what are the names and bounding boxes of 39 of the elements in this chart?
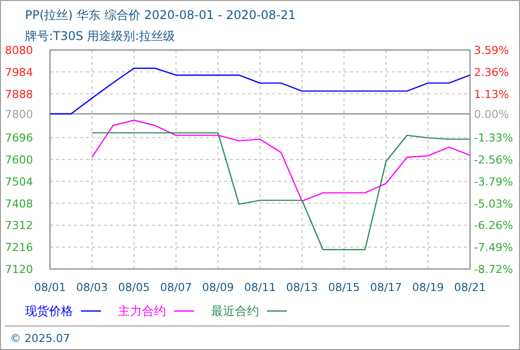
x-tick-label: 08/03 bbox=[76, 281, 108, 294]
x-tick-label: 08/11 bbox=[244, 281, 276, 294]
y-tick-label: 7504 bbox=[5, 175, 33, 188]
text: © 2025.07 bbox=[10, 332, 70, 345]
y2-tick-label: -6.26% bbox=[474, 219, 513, 232]
chart-subtitle: 牌号:T30S 用途级别:拉丝级 bbox=[25, 29, 176, 43]
y2-tick-label: 3.59% bbox=[474, 44, 509, 57]
y2-tick-label: -3.79% bbox=[474, 175, 513, 188]
y2-tick-label: 1.13% bbox=[474, 88, 509, 101]
y2-tick-label: -5.03% bbox=[474, 197, 513, 210]
x-tick-label: 08/01 bbox=[34, 281, 66, 294]
x-tick-label: 08/17 bbox=[370, 281, 402, 294]
y2-tick-label: 0.00% bbox=[474, 108, 509, 121]
x-tick-label: 08/07 bbox=[160, 281, 192, 294]
y2-tick-label: 2.36% bbox=[474, 66, 509, 79]
y-tick-label: 8080 bbox=[5, 44, 33, 57]
y-tick-label: 7600 bbox=[5, 154, 33, 166]
legend-label: 最近合约 bbox=[211, 304, 259, 318]
y2-tick-label: -7.49% bbox=[474, 241, 513, 254]
y-tick-label: 7120 bbox=[5, 263, 33, 276]
chart-title: PP(拉丝) 华东 综合价 2020-08-01 - 2020-08-21 bbox=[25, 8, 296, 22]
y2-tick-label: -1.33% bbox=[474, 132, 513, 145]
y-tick-label: 7408 bbox=[5, 197, 33, 210]
y-tick-label: 7888 bbox=[5, 88, 33, 101]
y2-tick-label: -8.72% bbox=[474, 263, 513, 276]
y-tick-label: 7984 bbox=[5, 66, 33, 79]
legend-label: 现货价格 bbox=[25, 304, 73, 318]
x-tick-label: 08/13 bbox=[286, 281, 318, 294]
x-tick-label: 08/19 bbox=[412, 281, 444, 294]
x-tick-label: 08/21 bbox=[454, 281, 486, 294]
x-tick-label: 08/09 bbox=[202, 281, 234, 294]
y-tick-label: 7800 bbox=[5, 108, 33, 121]
y-tick-label: 7312 bbox=[5, 219, 33, 232]
y-tick-label: 7216 bbox=[5, 241, 33, 254]
y-tick-label: 7696 bbox=[5, 132, 33, 145]
x-tick-label: 08/15 bbox=[328, 281, 360, 294]
x-tick-label: 08/05 bbox=[118, 281, 150, 294]
y2-tick-label: -2.56% bbox=[474, 153, 513, 166]
legend-label: 主力合约 bbox=[118, 304, 166, 318]
